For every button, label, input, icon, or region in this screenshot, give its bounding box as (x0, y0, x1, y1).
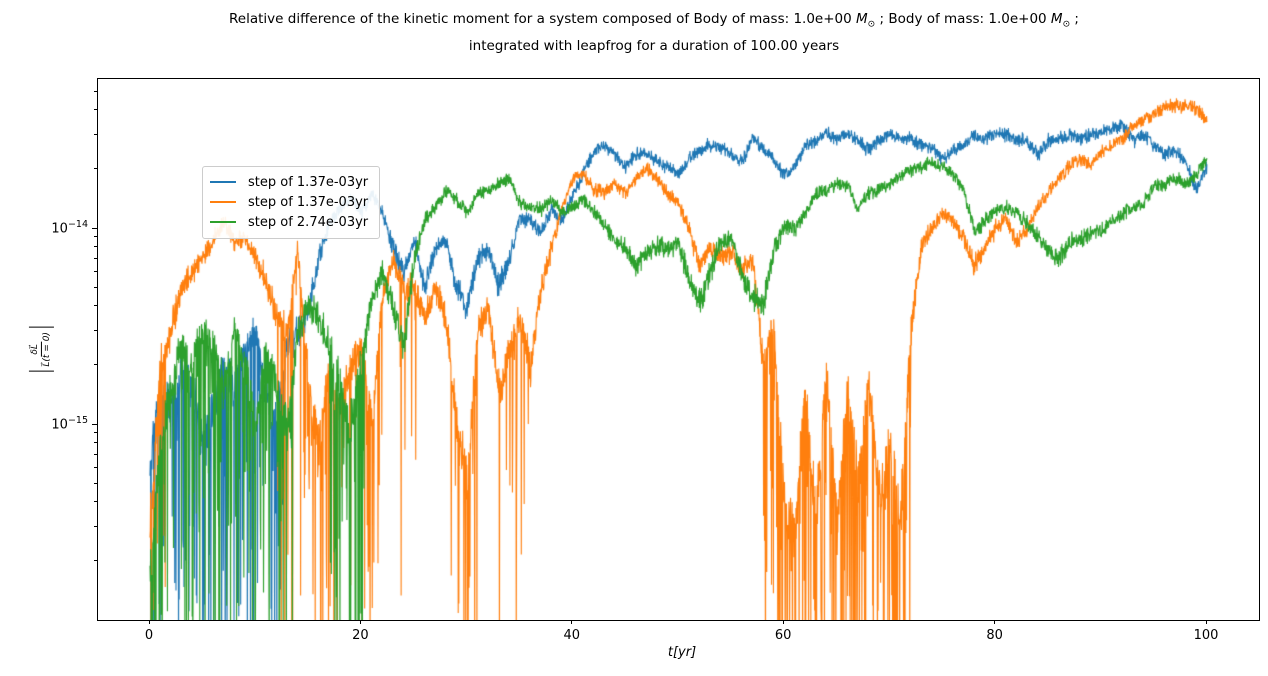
y-minor-tick-mark (94, 133, 97, 135)
x-axis-label: t[yr] (667, 645, 697, 660)
y-minor-tick-mark (94, 257, 97, 259)
y-minor-tick-mark (94, 270, 97, 272)
x-tick-label: 80 (986, 628, 1003, 643)
legend-line-swatch (210, 180, 236, 184)
y-tick-label: 10−15 (51, 415, 88, 433)
y-axis-label-denominator: L⃗(t = 0) (42, 331, 52, 367)
chart-title-line2: integrated with leapfrog for a duration … (468, 37, 840, 54)
y-tick-mark (92, 423, 97, 425)
legend-label: step of 2.74e-03yr (248, 214, 369, 230)
y-axis-label: δL⃗ L⃗(t = 0) (12, 320, 70, 378)
y-tick-label: 10−14 (51, 219, 88, 237)
legend-line-swatch (210, 220, 236, 224)
y-axis-label-fraction: δL⃗ L⃗(t = 0) (28, 326, 54, 372)
y-minor-tick-mark (94, 432, 97, 434)
legend-line-swatch (210, 200, 236, 204)
y-minor-tick-mark (94, 246, 97, 248)
x-tick-mark (1205, 620, 1207, 624)
y-minor-tick-mark (94, 501, 97, 503)
solar-mass-symbol: M (1050, 11, 1063, 27)
legend-item: step of 1.37e-03yr (210, 172, 371, 192)
y-minor-tick-mark (94, 329, 97, 331)
chart-canvas (98, 79, 1259, 620)
x-tick-mark (359, 620, 361, 624)
y-minor-tick-mark (94, 168, 97, 170)
plot-area: step of 1.37e-03yr step of 1.37e-03yr step… (97, 78, 1260, 621)
y-minor-tick-mark (94, 236, 97, 238)
y-minor-tick-mark (94, 90, 97, 92)
legend-item: step of 2.74e-03yr (210, 212, 371, 232)
y-minor-tick-mark (94, 442, 97, 444)
y-minor-tick-mark (94, 466, 97, 468)
y-minor-tick-mark (94, 525, 97, 527)
legend: step of 1.37e-03yr step of 1.37e-03yr step… (202, 166, 380, 239)
y-minor-tick-mark (94, 453, 97, 455)
x-tick-mark (782, 620, 784, 624)
x-tick-label: 60 (774, 628, 792, 643)
y-minor-tick-mark (94, 109, 97, 111)
x-tick-mark (994, 620, 996, 624)
x-tick-mark (571, 620, 573, 624)
y-axis-label-numerator: δL⃗ (29, 341, 42, 357)
solar-mass-symbol: M (856, 11, 868, 27)
y-minor-tick-mark (94, 482, 97, 484)
chart-title: Relative difference of the kinetic momen… (40, 9, 1268, 57)
x-tick-label: 20 (352, 628, 369, 643)
y-tick-mark (92, 227, 97, 229)
x-tick-label: 0 (144, 628, 154, 643)
x-tick-label: 100 (1193, 628, 1219, 643)
y-minor-tick-mark (94, 560, 97, 562)
y-minor-tick-mark (94, 364, 97, 366)
legend-label: step of 1.37e-03yr (248, 174, 369, 190)
y-minor-tick-mark (94, 286, 97, 288)
legend-label: step of 1.37e-03yr (248, 194, 369, 210)
x-tick-mark (148, 620, 150, 624)
legend-item: step of 1.37e-03yr (210, 192, 371, 212)
x-tick-label: 40 (563, 628, 581, 643)
chart-title-line1: Relative difference of the kinetic momen… (229, 11, 1079, 30)
y-minor-tick-mark (94, 305, 97, 307)
